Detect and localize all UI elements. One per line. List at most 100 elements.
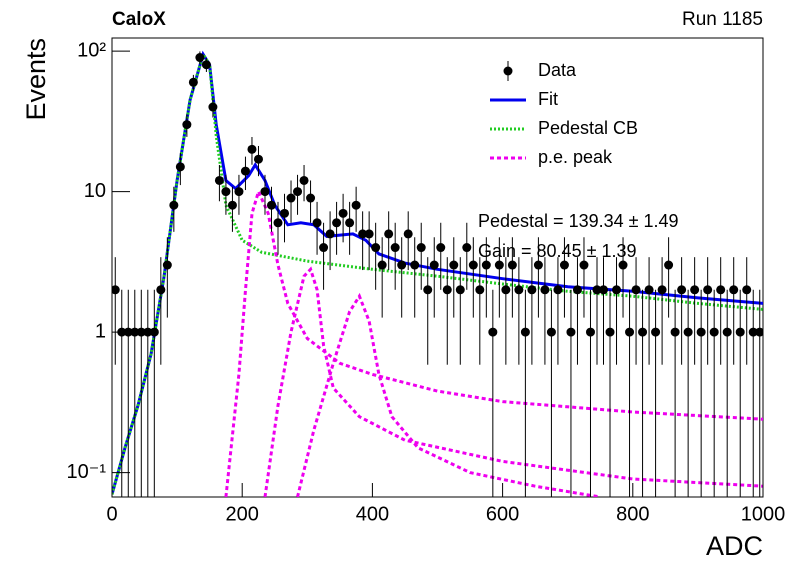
marker — [690, 285, 700, 295]
data-point — [286, 180, 296, 223]
data-point — [227, 186, 237, 232]
data-point — [234, 174, 244, 215]
marker — [371, 243, 381, 253]
x-tick-label: 0 — [106, 503, 117, 525]
data-point — [742, 257, 752, 365]
marker — [214, 175, 224, 185]
data-points — [112, 51, 763, 497]
marker — [670, 327, 680, 337]
data-point — [625, 289, 635, 497]
data-point — [338, 193, 348, 243]
data-point — [123, 289, 133, 497]
marker — [325, 229, 335, 239]
data-point — [371, 222, 381, 290]
data-point — [494, 237, 504, 318]
data-point — [735, 289, 745, 497]
marker — [293, 187, 303, 197]
curve — [112, 50, 763, 495]
marker — [572, 285, 582, 295]
data-point — [273, 201, 283, 255]
x-tick-label: 200 — [226, 503, 259, 525]
x-tick-label: 800 — [616, 503, 649, 525]
marker — [149, 327, 159, 337]
data-point — [293, 174, 303, 215]
data-point — [156, 257, 166, 365]
marker — [377, 260, 387, 270]
marker — [286, 193, 296, 203]
marker — [429, 260, 439, 270]
data-point — [755, 289, 763, 497]
marker — [696, 327, 706, 337]
marker — [227, 200, 237, 210]
data-point — [208, 98, 218, 118]
marker — [735, 327, 745, 337]
marker — [449, 260, 459, 270]
marker — [312, 218, 322, 228]
annotation: Pedestal = 139.34 ± 1.49 — [478, 211, 679, 231]
data-point — [201, 58, 211, 72]
marker — [240, 166, 250, 176]
marker — [546, 327, 556, 337]
data-point — [722, 289, 732, 497]
marker — [683, 327, 693, 337]
data-point — [136, 289, 146, 497]
marker — [533, 260, 543, 270]
data-point — [175, 152, 185, 186]
data-point — [468, 237, 478, 318]
marker — [631, 285, 641, 295]
marker — [722, 327, 732, 337]
data-point — [332, 201, 342, 255]
data-point — [397, 237, 407, 318]
marker — [266, 200, 276, 210]
data-point — [677, 257, 687, 365]
axes: 0 200 400 600 800 1000 10⁻¹ 1 10 10² — [67, 39, 786, 525]
marker — [540, 285, 550, 295]
legend-symbol — [503, 66, 513, 76]
data-point — [481, 237, 491, 318]
curve — [224, 187, 763, 497]
marker — [579, 260, 589, 270]
data-point — [703, 257, 713, 365]
legend-label: Data — [538, 60, 577, 80]
data-point — [280, 193, 290, 243]
marker — [188, 77, 198, 87]
data-point — [651, 289, 661, 497]
marker — [338, 208, 348, 218]
data-point — [377, 237, 387, 318]
marker — [527, 285, 537, 295]
marker — [436, 243, 446, 253]
data-point — [195, 51, 205, 65]
marker — [612, 285, 622, 295]
marker — [507, 260, 517, 270]
x-tick-label: 1000 — [741, 503, 786, 525]
data-point — [618, 237, 628, 318]
data-point — [247, 137, 257, 165]
marker — [553, 285, 563, 295]
marker — [136, 327, 146, 337]
y-axis-label: Events — [21, 38, 51, 121]
data-point — [716, 257, 726, 365]
marker — [520, 327, 530, 337]
marker — [592, 285, 602, 295]
marker — [403, 229, 413, 239]
marker — [729, 285, 739, 295]
data-point — [501, 257, 511, 365]
marker — [273, 218, 283, 228]
annotation: Gain = 80.45 ± 1.39 — [478, 241, 637, 261]
marker — [299, 175, 309, 185]
data-point — [253, 145, 263, 177]
marker — [195, 53, 205, 63]
marker — [677, 285, 687, 295]
data-point — [221, 174, 231, 215]
marker — [625, 327, 635, 337]
legend: Data Fit Pedestal CB p.e. peak — [490, 60, 638, 167]
marker — [481, 260, 491, 270]
data-point — [429, 237, 439, 318]
marker — [618, 260, 628, 270]
marker — [644, 285, 654, 295]
marker — [748, 327, 758, 337]
data-point — [644, 257, 654, 365]
marker — [566, 327, 576, 337]
data-point — [559, 237, 569, 318]
data-point — [631, 257, 641, 365]
